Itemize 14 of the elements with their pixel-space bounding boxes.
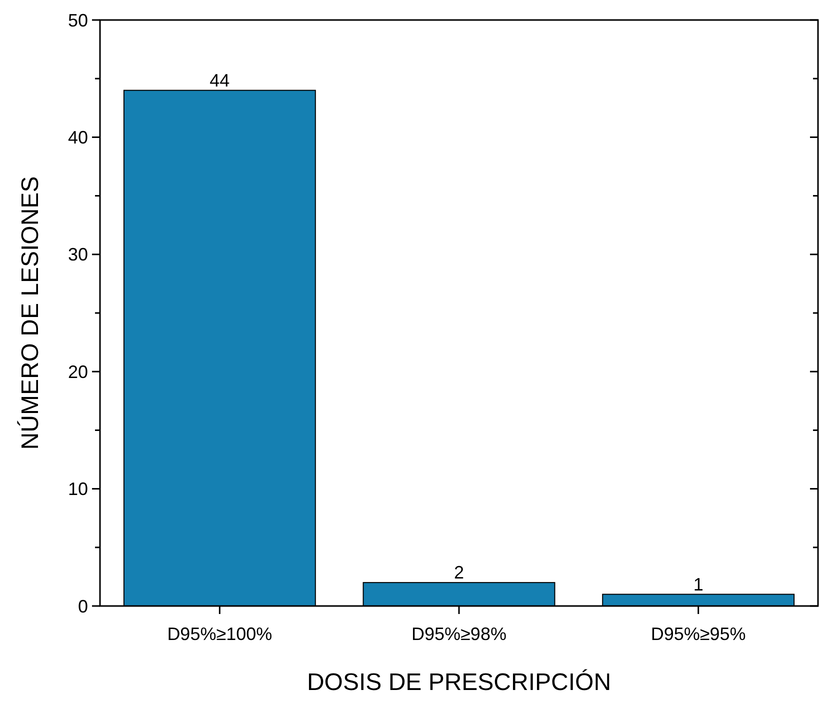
x-tick-label: D95%≥100% bbox=[167, 624, 272, 644]
x-axis-title: DOSIS DE PRESCRIPCIÓN bbox=[306, 669, 612, 696]
y-axis-title: NÚMERO DE LESIONES bbox=[17, 176, 44, 450]
y-tick-label: 20 bbox=[68, 362, 88, 382]
y-tick-label: 30 bbox=[68, 244, 88, 265]
y-tick-label: 50 bbox=[68, 10, 88, 30]
x-tick-label: D95%≥98% bbox=[412, 624, 506, 644]
data-label: 44 bbox=[210, 70, 230, 90]
data-label: 2 bbox=[454, 562, 464, 583]
data-label: 1 bbox=[693, 574, 704, 594]
x-tick-label: D95%≥95% bbox=[650, 624, 746, 644]
y-tick-label: 40 bbox=[68, 128, 88, 148]
y-tick-label: 10 bbox=[68, 479, 88, 500]
y-tick-label: 0 bbox=[78, 596, 88, 616]
